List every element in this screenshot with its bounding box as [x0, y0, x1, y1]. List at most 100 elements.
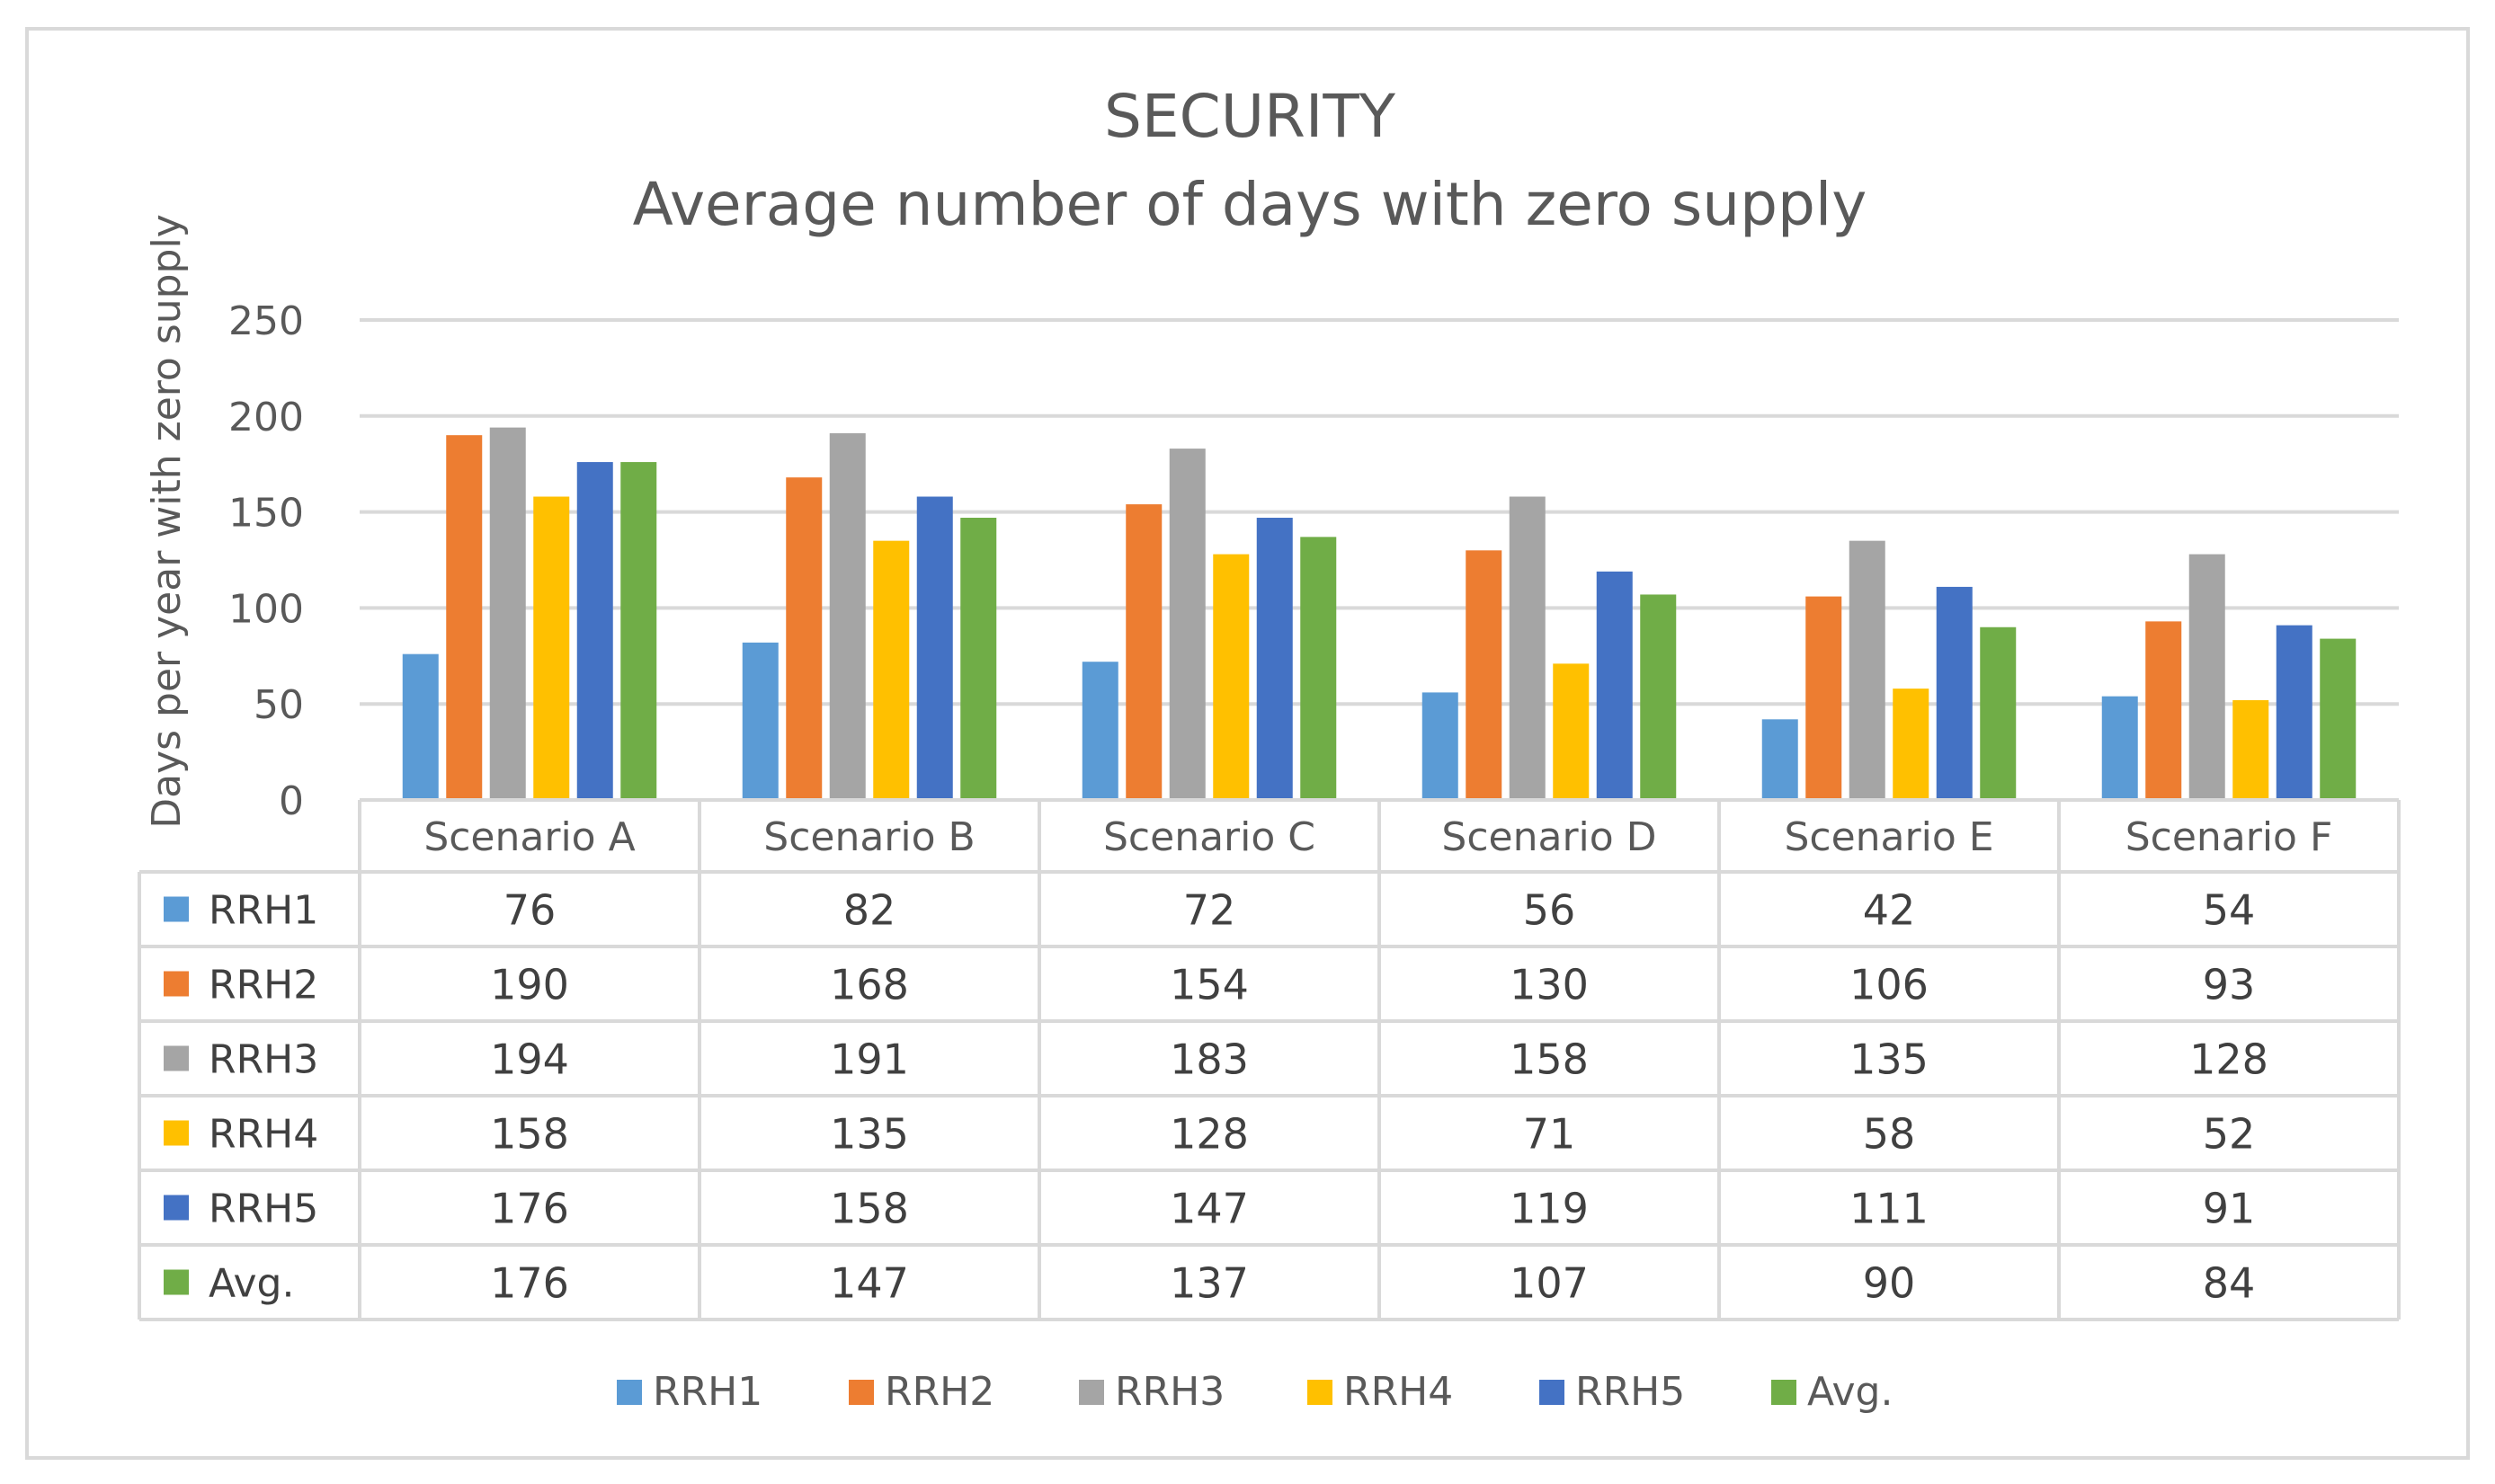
series-rrh1 [402, 642, 2138, 800]
table-cell-value: 147 [830, 1259, 909, 1308]
y-tick-label: 0 [279, 778, 304, 824]
legend-swatch [617, 1380, 642, 1405]
legend-item-rrh3: RRH3 [1079, 1369, 1225, 1415]
table-row-label: RRH5 [209, 1186, 318, 1232]
table-cell-value: 93 [2203, 961, 2256, 1009]
table-row-label: RRH4 [209, 1112, 318, 1158]
bar [1213, 554, 1250, 800]
table-cell-value: 76 [503, 886, 557, 935]
bar [1553, 663, 1590, 800]
legend-swatch [1539, 1380, 1564, 1405]
table-cell-value: 168 [830, 961, 909, 1009]
table-cell-value: 135 [830, 1110, 909, 1159]
bar [1849, 540, 1885, 800]
table-cell-value: 107 [1510, 1259, 1589, 1308]
legend-swatch [1307, 1380, 1332, 1405]
legend-swatch [1771, 1380, 1796, 1405]
table-legend-key [164, 896, 189, 922]
legend-item-rrh1: RRH1 [617, 1369, 762, 1415]
legend-label: RRH1 [653, 1369, 762, 1415]
legend-item-avg: Avg. [1771, 1369, 1893, 1415]
table-legend-key [164, 1120, 189, 1146]
table-cell-value: 54 [2203, 886, 2256, 935]
bar [742, 642, 779, 800]
table-legend-key [164, 1269, 189, 1295]
table-cell-value: 106 [1849, 961, 1929, 1009]
bar [786, 477, 823, 800]
bar [1596, 571, 1633, 800]
table-cell-value: 158 [1510, 1035, 1589, 1084]
bar [1256, 518, 1293, 800]
table-cell-value: 183 [1170, 1035, 1249, 1084]
bar [1893, 689, 1929, 800]
table-cell-value: 176 [490, 1259, 569, 1308]
bar [2188, 554, 2225, 800]
category-label: Scenario D [1441, 814, 1656, 860]
bar [2232, 699, 2269, 800]
chart-title: SECURITY [1104, 82, 1396, 151]
table-cell-value: 72 [1183, 886, 1236, 935]
table-cell-value: 111 [1849, 1185, 1929, 1233]
table-cell-value: 119 [1510, 1185, 1589, 1233]
y-tick-label: 50 [254, 682, 304, 728]
series-rrh2 [446, 435, 2182, 800]
table-cell-value: 42 [1863, 886, 1916, 935]
bars [402, 427, 2357, 800]
data-table: Scenario A Scenario B Scenario C Scenario D… [138, 798, 2401, 1321]
bar [1761, 719, 1798, 800]
bar [1936, 586, 1973, 800]
bar [1805, 596, 1842, 800]
legend-label: RRH4 [1343, 1369, 1453, 1415]
table-cell-value: 128 [2189, 1035, 2268, 1084]
category-label: Scenario A [423, 814, 635, 860]
table-cell-value: 130 [1510, 961, 1589, 1009]
table-cell-value: 137 [1170, 1259, 1249, 1308]
legend-label: RRH2 [885, 1369, 994, 1415]
table-legend-key [164, 1045, 189, 1071]
series-rrh5 [576, 462, 2312, 800]
bar [2101, 696, 2138, 800]
table-cell-value: 128 [1170, 1110, 1249, 1159]
table-row-label: RRH2 [209, 963, 318, 1009]
bar [1466, 550, 1502, 800]
bar [620, 462, 657, 800]
table-row-label: RRH1 [209, 888, 318, 934]
category-label: Scenario C [1103, 814, 1315, 860]
y-tick-label: 200 [228, 395, 304, 440]
table-cell-value: 191 [830, 1035, 909, 1084]
table-cell-value: 52 [2203, 1110, 2256, 1159]
bar [916, 496, 953, 800]
y-axis-label: Days per year with zero supply [144, 214, 190, 828]
y-tick-label: 100 [228, 586, 304, 632]
bar [2276, 625, 2312, 800]
bar [2320, 638, 2357, 800]
y-tick-label: 250 [228, 298, 304, 344]
bar [489, 427, 526, 800]
legend-item-rrh2: RRH2 [849, 1369, 994, 1415]
table-cell-value: 58 [1863, 1110, 1916, 1159]
table-cell-value: 84 [2203, 1259, 2256, 1308]
bar [1082, 662, 1118, 800]
category-label: Scenario E [1784, 814, 1993, 860]
legend-label: RRH3 [1115, 1369, 1225, 1415]
table-legend-key [164, 971, 189, 997]
legend-swatch [1079, 1380, 1104, 1405]
series-rrh3 [489, 427, 2225, 800]
bar [873, 540, 910, 800]
bar [446, 435, 483, 800]
bar [402, 653, 439, 800]
series-avg [620, 462, 2357, 800]
bar [576, 462, 613, 800]
table-legend-key [164, 1195, 189, 1221]
table-row-label: RRH3 [209, 1037, 318, 1083]
bar [533, 496, 570, 800]
legend-label: RRH5 [1575, 1369, 1685, 1415]
chart-subtitle: Average number of days with zero supply [633, 170, 1867, 239]
table-cell-value: 90 [1863, 1259, 1916, 1308]
y-tick-label: 150 [228, 491, 304, 537]
bar [1169, 449, 1206, 800]
bar [960, 518, 997, 800]
category-label: Scenario B [763, 814, 975, 860]
bar [1640, 594, 1677, 800]
